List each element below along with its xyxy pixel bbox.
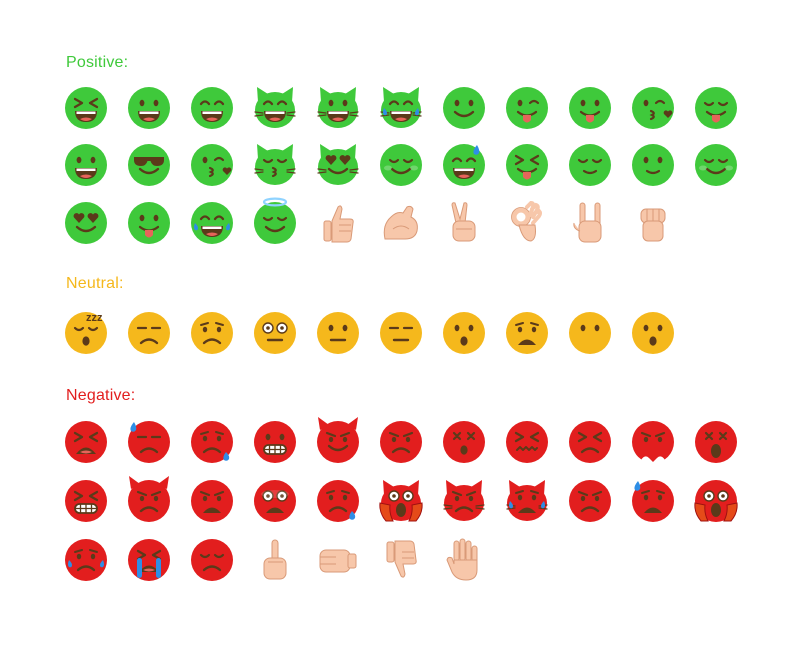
halo-face-icon <box>253 197 297 245</box>
raised-hand-icon <box>442 538 486 582</box>
negative-section-title: Negative: <box>66 387 136 404</box>
yum-face-icon <box>694 86 738 130</box>
downcast-sweat-face-icon <box>127 420 171 464</box>
tongue-out-face-icon <box>568 86 612 130</box>
cat-scream-face-icon <box>379 479 423 523</box>
cat-tears-joy-face-icon <box>379 86 423 130</box>
scream-face-icon <box>694 479 738 523</box>
beaming-face-icon <box>64 143 108 187</box>
smile-face-icon <box>442 86 486 130</box>
kiss-wink-face-icon <box>190 143 234 187</box>
no-mouth-face-icon <box>568 311 612 355</box>
cat-kiss-face-icon <box>253 143 297 187</box>
persevere-face-icon <box>568 420 612 464</box>
dizzy-face-icon <box>442 420 486 464</box>
squint-laugh-face-icon <box>64 86 108 130</box>
tongue-face-icon <box>127 201 171 245</box>
wink-tongue-face-icon <box>505 86 549 130</box>
rock-on-hand-icon <box>568 201 612 245</box>
angry-devil-face-icon <box>316 417 360 464</box>
sweat-smile-face-icon <box>442 143 486 187</box>
slight-smile-face-icon <box>631 143 675 187</box>
angry-mouth-face-icon <box>190 479 234 523</box>
dizzy-shock-face-icon <box>694 420 738 464</box>
cat-pouting-face-icon <box>442 479 486 523</box>
ok-hand-icon <box>505 200 549 245</box>
tears-joy-face-icon <box>190 201 234 245</box>
worried-face-icon <box>190 311 234 355</box>
thumbs-up-hand-icon <box>316 201 360 245</box>
flexed-biceps-hand-icon <box>379 201 423 245</box>
oncoming-fist-hand-icon <box>316 538 360 582</box>
big-smile-face-icon <box>190 86 234 130</box>
heart-eyes-face-icon <box>64 201 108 245</box>
cat-big-smile-face-icon <box>316 86 360 130</box>
cat-heart-eyes-face-icon <box>316 143 360 187</box>
sunglasses-face-icon <box>127 143 171 187</box>
flushed-face-icon <box>253 311 297 355</box>
grimace-teeth-face-icon <box>64 479 108 523</box>
thumbs-down-hand-icon <box>379 538 423 582</box>
unamused-face-icon <box>127 311 171 355</box>
steam-nose-face-icon <box>631 420 675 465</box>
sad-sweat-face-icon <box>316 479 360 523</box>
relieved-face-icon <box>568 143 612 187</box>
confounded-face-icon <box>505 420 549 464</box>
pouting-face-icon <box>568 479 612 523</box>
anguished-face-icon <box>505 311 549 355</box>
cat-grin-face-icon <box>253 86 297 130</box>
smile-blush-face-icon <box>694 143 738 187</box>
victory-hand-icon <box>442 201 486 245</box>
neutral-section-title: Neutral: <box>66 275 124 292</box>
crying-face-icon <box>64 538 108 582</box>
surprised-face-icon <box>631 311 675 355</box>
tired-face-icon <box>64 420 108 464</box>
grimace-face-icon <box>253 420 297 464</box>
grin-face-icon <box>127 86 171 130</box>
positive-section-title: Positive: <box>66 54 129 71</box>
hushed-face-icon <box>442 311 486 355</box>
squint-tongue-face-icon <box>505 143 549 187</box>
expressionless-face-icon <box>379 311 423 355</box>
disappointed-face-icon <box>190 538 234 582</box>
neutral-face-icon <box>316 311 360 355</box>
blush-face-icon <box>379 143 423 187</box>
cat-crying-face-icon <box>505 479 549 523</box>
angry-face-icon <box>379 420 423 464</box>
devil-frown-face-icon <box>127 476 171 523</box>
kiss-heart-face-icon <box>631 86 675 130</box>
svg-text:zzz: zzz <box>86 312 103 324</box>
cold-sweat-face-icon <box>631 479 675 523</box>
fearful-face-icon <box>253 479 297 523</box>
raised-fist-hand-icon <box>631 201 675 245</box>
loud-crying-face-icon <box>127 538 171 582</box>
anxious-sweat-face-icon <box>190 420 234 464</box>
middle-finger-hand-icon <box>253 538 297 582</box>
sleeping-face-icon: zzz <box>64 311 108 355</box>
